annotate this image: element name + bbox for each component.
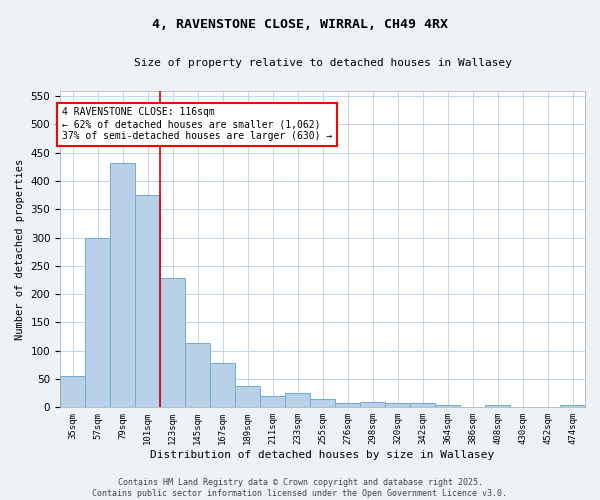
Y-axis label: Number of detached properties: Number of detached properties [15, 158, 25, 340]
Bar [335, 404, 360, 407]
Bar [85, 238, 110, 408]
Bar [385, 404, 410, 407]
Bar [60, 376, 85, 408]
Bar [435, 405, 460, 407]
Bar [310, 399, 335, 407]
Bar [135, 195, 160, 408]
Bar [210, 363, 235, 408]
Text: 4 RAVENSTONE CLOSE: 116sqm
← 62% of detached houses are smaller (1,062)
37% of s: 4 RAVENSTONE CLOSE: 116sqm ← 62% of deta… [62, 108, 332, 140]
Bar [360, 402, 385, 407]
Bar [285, 393, 310, 407]
Text: Contains HM Land Registry data © Crown copyright and database right 2025.
Contai: Contains HM Land Registry data © Crown c… [92, 478, 508, 498]
Bar [235, 386, 260, 407]
Bar [410, 403, 435, 407]
Title: Size of property relative to detached houses in Wallasey: Size of property relative to detached ho… [134, 58, 512, 68]
Text: 4, RAVENSTONE CLOSE, WIRRAL, CH49 4RX: 4, RAVENSTONE CLOSE, WIRRAL, CH49 4RX [152, 18, 448, 30]
Bar [560, 404, 585, 407]
Bar [110, 163, 135, 408]
Bar [485, 404, 510, 407]
Bar [460, 407, 485, 408]
X-axis label: Distribution of detached houses by size in Wallasey: Distribution of detached houses by size … [151, 450, 494, 460]
Bar [260, 396, 285, 407]
Bar [185, 344, 210, 407]
Bar [160, 278, 185, 407]
